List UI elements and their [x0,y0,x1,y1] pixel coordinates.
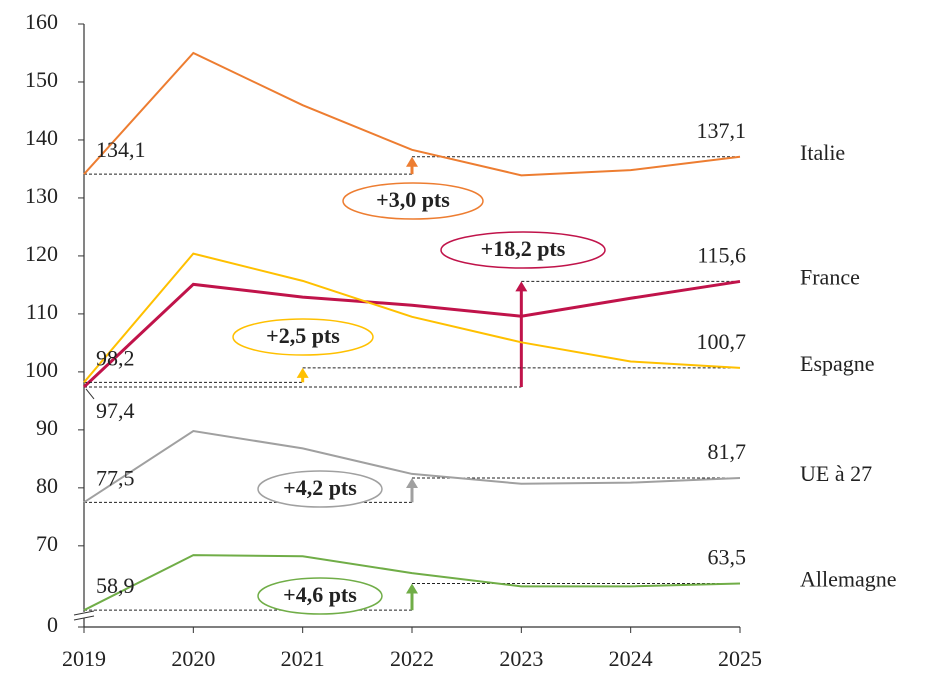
change-label: +18,2 pts [481,236,566,261]
arrow-head [406,583,418,594]
change-label: +2,5 pts [266,323,340,348]
value-label: 98,2 [96,345,135,370]
value-label: 81,7 [708,439,747,464]
change-bubble [257,470,383,508]
series-name: Espagne [800,351,875,376]
y-tick-label: 160 [25,9,58,34]
value-label: 115,6 [697,242,746,267]
y-tick-label: 110 [26,299,58,324]
value-label: 77,5 [96,465,135,490]
arrow-head [406,477,418,488]
arrow-head [515,281,528,292]
change-bubble [342,182,484,220]
series-line [83,554,741,612]
y-tick-label: 150 [25,67,58,92]
x-tick-label: 2020 [171,646,215,671]
value-label: 137,1 [697,118,747,143]
value-label: 97,4 [96,398,135,423]
series-name: France [800,264,860,289]
y-tick-label: 120 [25,241,58,266]
value-label: 134,1 [96,137,146,162]
series-line [82,279,741,389]
arrow-head [406,156,418,167]
change-label: +4,6 pts [283,582,357,607]
axis-break [73,615,95,621]
y-tick-label: 70 [36,531,58,556]
series-line [83,252,741,383]
change-bubble [440,231,606,269]
axis-break-gap [74,612,94,618]
value-label: 63,5 [708,545,747,570]
y-tick-label: 130 [25,183,58,208]
series-name: UE à 27 [800,461,872,486]
x-tick-label: 2022 [390,646,434,671]
y-tick-label: 100 [25,357,58,382]
series-line [83,51,741,177]
change-bubble [232,318,374,356]
value-label: 58,9 [96,573,135,598]
y-tick-label: 80 [36,473,58,498]
series-line [83,429,741,504]
change-label: +3,0 pts [376,187,450,212]
change-label: +4,2 pts [283,475,357,500]
change-bubble [257,577,383,615]
axis-break [73,610,95,616]
x-tick-label: 2019 [62,646,106,671]
series-name: Italie [800,140,845,165]
x-tick-label: 2025 [718,646,762,671]
label-leader [85,388,95,400]
x-tick-label: 2021 [281,646,325,671]
x-tick-label: 2024 [609,646,653,671]
arrow-head [296,367,309,378]
series-name: Allemagne [800,567,897,592]
y-tick-label: 0 [47,612,58,637]
y-tick-label: 90 [36,415,58,440]
y-tick-label: 140 [25,125,58,150]
x-tick-label: 2023 [499,646,543,671]
value-label: 100,7 [697,329,747,354]
